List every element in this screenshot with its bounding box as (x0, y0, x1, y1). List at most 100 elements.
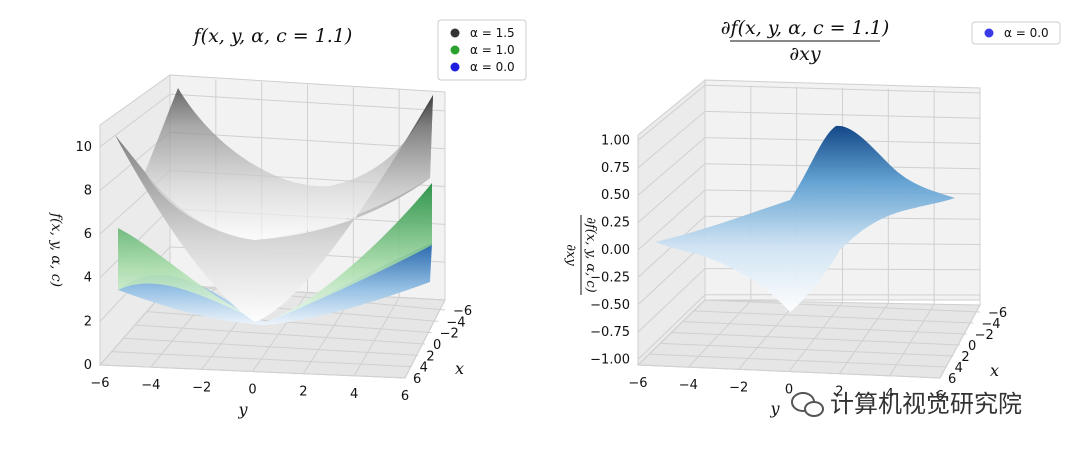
y-tick-label: −6 (90, 376, 109, 391)
left-x-label: x (455, 359, 464, 378)
legend-label-alpha-1.0: α = 1.0 (470, 43, 515, 57)
x-tick-label: −2 (440, 327, 459, 342)
x-tick-label: −4 (981, 317, 1000, 332)
legend-label-alpha-0.0: α = 0.0 (470, 60, 515, 74)
x-tick-label: −2 (975, 328, 994, 343)
z-tick-label: −0.25 (590, 270, 630, 285)
y-tick-label: 6 (401, 389, 409, 404)
z-tick-label: 8 (84, 183, 92, 198)
y-tick-label: 2 (299, 385, 307, 400)
z-tick-label: 10 (75, 140, 92, 155)
left-z-label: f(x, y, α, c) (48, 212, 64, 287)
z-tick-label: 2 (84, 314, 92, 329)
y-tick-label: −2 (192, 380, 211, 395)
y-tick-label: −4 (679, 378, 698, 393)
x-tick-label: 6 (413, 372, 421, 387)
z-tick-label: −0.50 (590, 298, 630, 313)
watermark: 计算机视觉研究院 (791, 390, 1022, 418)
x-tick-label: 4 (955, 361, 963, 376)
z-tick-label: 0.75 (601, 161, 630, 176)
left-y-ticks: −6 −4 −2 0 2 4 6 (90, 376, 409, 404)
z-tick-label: 0.50 (601, 188, 630, 203)
x-gridline (134, 324, 426, 345)
z-tick-label: 1.00 (601, 133, 630, 148)
legend-marker-alpha-0.0 (450, 62, 460, 72)
left-title: f(x, y, α, c = 1.1) (192, 25, 353, 47)
x-gridline (146, 311, 432, 334)
right-x-label: x (990, 361, 999, 380)
right-y-ticks: −6 −4 −2 0 2 4 6 (628, 376, 944, 404)
y-tick-label: 0 (785, 383, 793, 398)
right-z-ticks: −1.00 −0.75 −0.50 −0.25 0.00 0.25 0.50 0.75 1.00 (590, 133, 630, 367)
left-z-ticks: 0 2 4 6 8 10 (75, 140, 92, 373)
y-gridline (838, 303, 889, 374)
legend-marker-alpha-1.0 (450, 45, 460, 55)
x-gridline (671, 332, 961, 346)
x-gridline (693, 310, 974, 324)
y-tick-label: 4 (350, 387, 358, 402)
legend-marker-derivative-alpha-0.0 (984, 28, 994, 38)
y-gridline (889, 303, 935, 377)
left-legend: α = 1.5 α = 1.0 α = 0.0 (437, 19, 527, 81)
left-y-label: y (237, 400, 248, 419)
wechat-icon (791, 392, 824, 417)
right-y-label: y (769, 399, 780, 418)
x-tick-label: 4 (420, 361, 428, 376)
x-gridline (682, 321, 967, 335)
right-title-denominator: ∂xy (789, 43, 821, 65)
z-tick-label: 6 (84, 227, 92, 242)
x-tick-label: 6 (948, 372, 956, 387)
z-tick-label: −0.75 (590, 325, 630, 340)
y-tick-label: 2 (835, 385, 843, 400)
surface-alpha-0.0 (118, 243, 432, 325)
y-tick-label: 0 (248, 383, 256, 398)
y-gridline (939, 304, 981, 379)
x-tick-label: −6 (453, 304, 472, 319)
x-gridline (637, 364, 941, 379)
z-gridline (637, 137, 706, 196)
legend-label-derivative-alpha-0.0: α = 0.0 (1004, 26, 1049, 40)
y-tick-label: 4 (886, 387, 894, 402)
z-tick-label: 4 (84, 271, 92, 286)
right-z-label-numerator: ∂f(x, y, α, c) (583, 217, 598, 292)
surface-alpha-1.5-back (145, 88, 433, 240)
z-tick-label: 0 (84, 358, 92, 373)
x-tick-label: 2 (426, 349, 434, 364)
x-gridline (123, 337, 419, 356)
z-gridline (637, 84, 706, 141)
x-tick-label: −6 (988, 306, 1007, 321)
x-tick-label: 0 (968, 339, 976, 354)
z-tick-label: −1.00 (590, 353, 630, 368)
x-gridline (704, 299, 981, 313)
z-gridline (637, 294, 706, 360)
right-legend: α = 0.0 (971, 21, 1061, 45)
right-z-label-denominator: ∂xy (563, 244, 578, 266)
y-tick-label: −6 (628, 376, 647, 391)
x-gridline (99, 364, 406, 379)
z-gridline (637, 111, 706, 169)
y-tick-label: −4 (141, 378, 160, 393)
watermark-text: 计算机视觉研究院 (830, 390, 1022, 418)
z-tick-label: 0.00 (601, 243, 630, 258)
z-gridline (99, 93, 171, 148)
y-gridline (404, 299, 446, 379)
surface-alpha-1.0 (118, 183, 432, 323)
x-gridline (169, 284, 446, 311)
x-tick-label: 0 (433, 338, 441, 353)
x-tick-label: 2 (961, 350, 969, 365)
right-title-numerator: ∂f(x, y, α, c = 1.1) (721, 17, 890, 39)
z-tick-label: 0.25 (601, 216, 630, 231)
z-gridline (637, 268, 706, 333)
y-tick-label: −2 (729, 380, 748, 395)
x-gridline (660, 342, 954, 357)
z-gridline (637, 189, 706, 251)
z-gridline (637, 163, 706, 223)
y-gridline (788, 302, 843, 372)
x-gridline (111, 351, 412, 368)
y-tick-label: 6 (936, 389, 944, 404)
surface-derivative-alpha-0.0 (655, 125, 955, 312)
right-chart: −1.00 −0.75 −0.50 −0.25 0.00 0.25 0.50 0.75 1.00… (563, 17, 1061, 418)
